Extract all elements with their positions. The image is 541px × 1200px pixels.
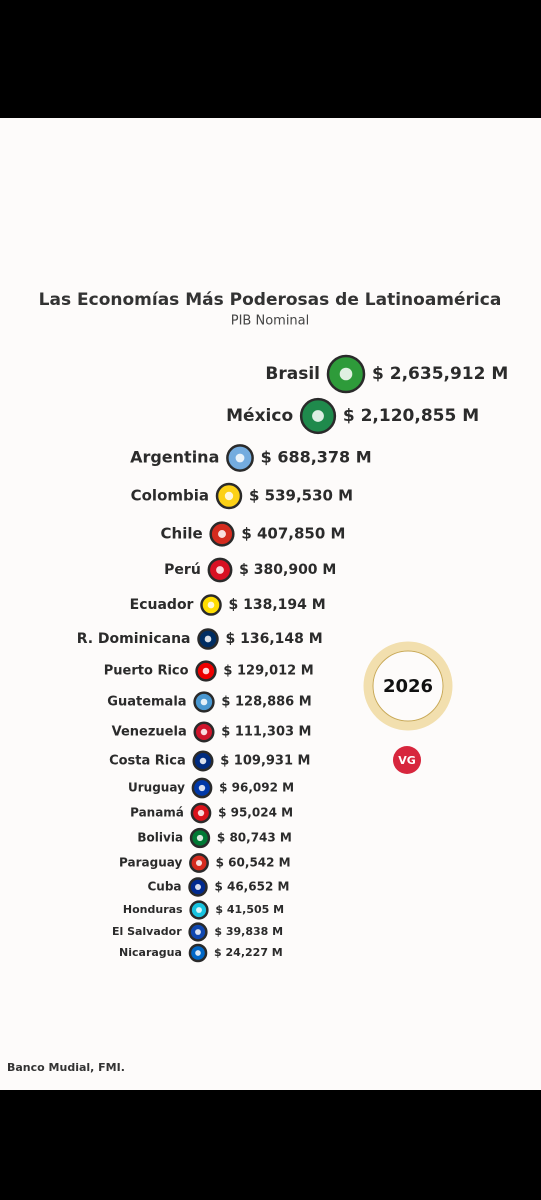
country-label: México (226, 406, 293, 426)
flag-center (312, 410, 324, 422)
country-label: Ecuador (130, 597, 194, 613)
country-label: Venezuela (112, 725, 187, 740)
flag-center (218, 530, 226, 538)
country-label: Chile (161, 525, 203, 543)
country-label: Uruguay (128, 781, 185, 795)
value-label: $ 2,635,912 M (372, 364, 508, 384)
logo-text: VG (398, 754, 416, 767)
country-label: Costa Rica (109, 754, 186, 769)
value-label: $ 24,227 M (214, 946, 283, 959)
flag-center (196, 907, 202, 913)
flag-center (195, 929, 201, 935)
source-note: Banco Mudial, FMI. (7, 1061, 125, 1074)
flag-center (199, 757, 207, 765)
value-label: $ 46,652 M (214, 880, 289, 894)
value-label: $ 407,850 M (241, 525, 345, 543)
year-label: 2026 (383, 676, 433, 697)
value-label: $ 138,194 M (229, 597, 326, 613)
flag-center (195, 859, 203, 867)
value-label: $ 41,505 M (215, 903, 284, 916)
country-label: Guatemala (107, 695, 186, 710)
value-label: $ 39,838 M (214, 925, 283, 938)
value-label: $ 60,542 M (216, 856, 291, 870)
flag-center (197, 809, 205, 817)
value-label: $ 136,148 M (225, 631, 322, 647)
value-label: $ 129,012 M (223, 664, 313, 679)
flag-center (216, 566, 224, 574)
country-label: Nicaragua (119, 946, 182, 959)
country-label: Perú (164, 562, 201, 578)
value-label: $ 380,900 M (239, 562, 336, 578)
country-label: Bolivia (137, 831, 183, 845)
country-label: Cuba (147, 880, 181, 894)
chart-subtitle: PIB Nominal (231, 314, 310, 329)
country-label: Puerto Rico (104, 664, 189, 679)
flag-center (224, 491, 234, 501)
country-label: Colombia (131, 487, 209, 505)
value-label: $ 128,886 M (221, 695, 311, 710)
year-ring-inner (372, 650, 444, 722)
chart-title: Las Economías Más Poderosas de Latinoamé… (39, 290, 502, 310)
country-label: Honduras (123, 903, 183, 916)
country-label: Argentina (130, 448, 219, 467)
flag-center (195, 884, 201, 890)
value-label: $ 2,120,855 M (343, 406, 479, 426)
flag-center (196, 834, 204, 842)
value-label: $ 109,931 M (220, 754, 310, 769)
value-label: $ 96,092 M (219, 781, 294, 795)
flag-center (207, 601, 215, 609)
country-label: R. Dominicana (77, 631, 191, 647)
country-label: Paraguay (119, 856, 182, 870)
flag-center (204, 635, 212, 643)
flag-center (202, 667, 210, 675)
year-ring (363, 641, 453, 731)
country-label: El Salvador (112, 925, 182, 938)
country-label: Brasil (265, 364, 320, 384)
flag-center (339, 367, 353, 381)
background (0, 118, 541, 1090)
flag-center (198, 784, 206, 792)
value-label: $ 539,530 M (249, 487, 353, 505)
value-label: $ 111,303 M (221, 725, 311, 740)
logo-badge (393, 746, 421, 774)
flag-center (200, 698, 208, 706)
value-label: $ 688,378 M (261, 448, 372, 467)
value-label: $ 95,024 M (218, 806, 293, 820)
flag-center (195, 950, 201, 956)
flag-center (235, 453, 245, 463)
flag-center (200, 728, 208, 736)
value-label: $ 80,743 M (217, 831, 292, 845)
country-label: Panamá (130, 806, 184, 820)
